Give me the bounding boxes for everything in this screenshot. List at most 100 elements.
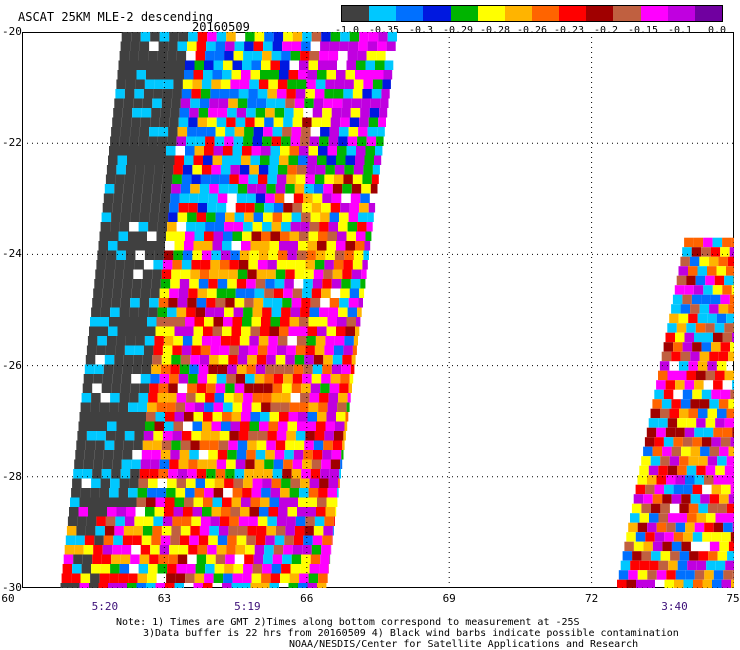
swath-pixel: [164, 507, 174, 517]
swath-pixel: [275, 184, 286, 194]
swath-pixel: [173, 79, 183, 89]
swath-pixel: [319, 564, 329, 574]
swath-pixel: [137, 402, 148, 412]
swath-pixel: [632, 551, 642, 561]
swath-pixel: [137, 317, 147, 327]
swath-pixel: [247, 269, 257, 279]
swath-pixel: [189, 279, 199, 289]
swath-pixel: [357, 307, 362, 317]
swath-pixel: [98, 583, 108, 588]
swath-pixel: [233, 478, 244, 488]
swath-pixel: [359, 32, 369, 42]
swath-pixel: [206, 383, 216, 393]
swath-pixel: [298, 583, 308, 588]
swath-pixel: [171, 355, 181, 365]
swath-pixel: [618, 570, 629, 580]
swath-pixel: [299, 573, 309, 583]
swath-pixel: [174, 583, 184, 588]
swath-pixel: [360, 193, 370, 203]
swath-pixel: [309, 222, 320, 232]
swath-pixel: [125, 165, 136, 175]
swath-pixel: [328, 478, 339, 488]
swath-pixel: [132, 108, 142, 118]
time-label: 3:40: [661, 600, 688, 613]
swath-pixel: [91, 478, 101, 488]
swath-pixel: [217, 193, 228, 203]
swath-pixel: [258, 250, 269, 260]
swath-pixel: [224, 307, 234, 317]
swath-pixel: [88, 421, 98, 431]
swath-pixel: [100, 564, 111, 574]
swath-pixel: [93, 374, 103, 384]
swath-pixel: [119, 222, 130, 232]
swath-pixel: [289, 146, 299, 156]
swath-pixel: [727, 256, 734, 267]
swath-pixel: [219, 345, 230, 355]
swath-pixel: [251, 573, 262, 583]
swath-pixel: [231, 155, 241, 165]
swath-pixel: [295, 174, 306, 184]
swath-pixel: [262, 478, 272, 488]
swath-pixel: [184, 412, 194, 422]
swath-pixel: [236, 193, 247, 203]
swath-pixel: [270, 231, 280, 241]
swath-pixel: [707, 456, 718, 466]
swath-pixel: [138, 136, 149, 146]
swath-pixel: [699, 351, 710, 362]
colorbar-swatch: [613, 6, 641, 21]
swath-pixel: [715, 513, 725, 523]
swath-pixel: [82, 469, 93, 479]
swath-pixel: [671, 446, 682, 457]
swath-pixel: [288, 70, 298, 80]
swath-pixel: [317, 497, 327, 507]
swath-pixel: [345, 155, 355, 165]
swath-pixel: [204, 317, 214, 327]
swath-pixel: [243, 478, 253, 488]
swath-pixel: [138, 307, 149, 317]
swath-pixel: [645, 579, 655, 588]
swath-pixel: [136, 155, 146, 165]
swath-pixel: [705, 418, 716, 428]
swath-pixel: [235, 545, 246, 555]
swath-pixel: [658, 513, 668, 523]
swath-pixel: [677, 560, 688, 571]
swath-pixel: [320, 554, 330, 564]
swath-pixel: [175, 573, 186, 583]
swath-pixel: [336, 326, 346, 336]
swath-pixel: [255, 108, 266, 118]
swath-pixel: [258, 165, 269, 175]
swath-pixel: [223, 146, 233, 156]
swath-pixel: [342, 440, 345, 450]
swath-pixel: [266, 526, 276, 536]
swath-pixel: [182, 336, 193, 346]
swath-pixel: [190, 98, 200, 108]
swath-pixel: [196, 41, 207, 51]
swath-pixel: [205, 136, 215, 146]
swath-pixel: [338, 222, 348, 232]
swath-pixel: [167, 51, 177, 61]
swath-pixel: [253, 383, 264, 393]
swath-pixel: [302, 545, 312, 555]
swath-pixel: [220, 250, 231, 260]
swath-pixel: [176, 478, 187, 488]
swath-pixel: [263, 298, 273, 308]
swath-pixel: [666, 475, 676, 485]
swath-pixel: [161, 269, 172, 279]
swath-pixel: [117, 583, 127, 588]
swath-pixel: [139, 469, 150, 479]
swath-pixel: [318, 573, 328, 583]
swath-pixel: [121, 545, 132, 555]
swath-pixel: [292, 374, 303, 384]
swath-pixel: [243, 564, 253, 574]
swath-pixel: [208, 535, 218, 545]
swath-pixel: [372, 165, 380, 175]
swath-pixel: [247, 526, 257, 536]
swath-pixel: [281, 393, 291, 403]
swath-pixel: [729, 247, 734, 257]
swath-pixel: [654, 437, 664, 447]
swath-pixel: [266, 98, 276, 108]
swath-pixel: [284, 450, 294, 460]
swath-pixel: [701, 437, 712, 447]
swath-pixel: [72, 564, 82, 574]
swath-pixel: [143, 345, 154, 355]
